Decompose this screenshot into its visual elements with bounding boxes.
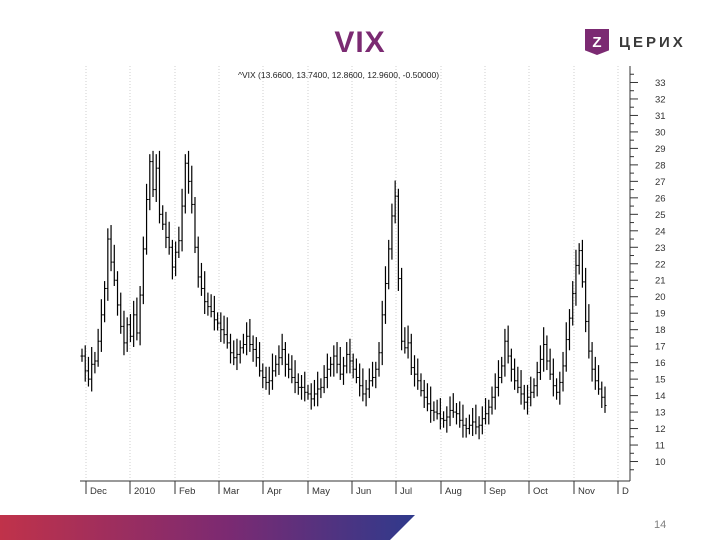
page-number: 14 [654, 519, 667, 531]
y-tick-label: 16 [655, 358, 666, 369]
x-tick-label: Feb [179, 486, 195, 497]
x-tick-label: Sep [489, 486, 506, 497]
x-tick-label: Apr [267, 486, 282, 497]
x-tick-label: Jul [400, 486, 412, 497]
y-tick-label: 31 [655, 111, 666, 122]
x-tick-label: Dec [90, 486, 107, 497]
chart-axes: Dec 2010 Feb Mar Apr May Jun Jul Aug Sep Oct Nov D 10… [80, 66, 666, 497]
y-tick-label: 22 [655, 259, 666, 270]
y-tick-label: 14 [655, 391, 666, 402]
y-tick-label: 32 [655, 94, 666, 105]
logo-mark-icon: Z [585, 29, 609, 55]
y-tick-label: 19 [655, 309, 666, 320]
y-tick-label: 13 [655, 408, 666, 419]
chart-grid [85, 66, 619, 478]
x-tick-label: Aug [445, 486, 462, 497]
footer-bar [0, 515, 415, 540]
y-tick-label: 20 [655, 292, 666, 303]
vix-chart: Dec 2010 Feb Mar Apr May Jun Jul Aug Sep Oct Nov D 10… [80, 66, 666, 497]
x-tick-label: May [312, 486, 330, 497]
x-tick-label: Mar [223, 486, 239, 497]
company-logo: Z ЦЕРИХ [585, 28, 686, 56]
chart-marks [80, 150, 607, 440]
x-tick-label: Oct [533, 486, 548, 497]
y-tick-label: 12 [655, 424, 666, 435]
x-tick-label: Jun [356, 486, 371, 497]
y-tick-label: 17 [655, 342, 666, 353]
y-tick-label: 28 [655, 160, 666, 171]
y-tick-label: 24 [655, 226, 666, 237]
y-tick-label: 23 [655, 243, 666, 254]
y-tick-label: 26 [655, 193, 666, 204]
logo-text: ЦЕРИХ [619, 33, 686, 51]
y-tick-label: 29 [655, 144, 666, 155]
y-tick-label: 11 [655, 441, 665, 452]
y-tick-label: 21 [655, 276, 666, 287]
x-tick-label: 2010 [134, 486, 155, 497]
y-tick-label: 27 [655, 177, 666, 188]
y-tick-label: 15 [655, 375, 666, 386]
chart-legend: ^VIX (13.6600, 13.7400, 12.8600, 12.9600… [238, 70, 439, 80]
y-tick-label: 10 [655, 457, 666, 468]
x-tick-label: D [622, 486, 629, 497]
y-tick-label: 33 [655, 78, 666, 89]
y-tick-label: 25 [655, 210, 666, 221]
slide-title: VIX [334, 26, 386, 59]
x-tick-label: Nov [578, 486, 595, 497]
y-tick-label: 30 [655, 127, 666, 138]
y-tick-label: 18 [655, 325, 666, 336]
